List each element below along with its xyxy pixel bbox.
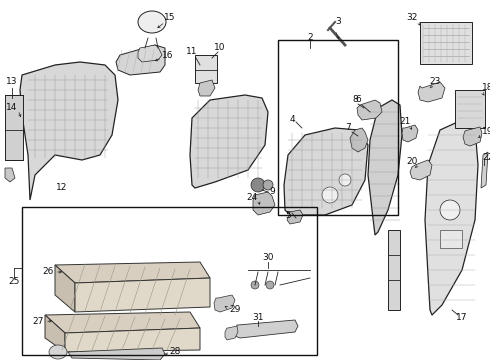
Polygon shape bbox=[425, 120, 478, 315]
Bar bbox=[22, 207, 317, 355]
Bar bbox=[455, 90, 485, 128]
Polygon shape bbox=[138, 45, 162, 62]
Text: 24: 24 bbox=[246, 194, 258, 202]
Text: 29: 29 bbox=[229, 306, 241, 315]
Text: 25: 25 bbox=[8, 278, 20, 287]
Text: 8: 8 bbox=[352, 95, 358, 104]
Text: 7: 7 bbox=[345, 123, 351, 132]
Circle shape bbox=[266, 281, 274, 289]
Text: 27: 27 bbox=[32, 318, 44, 327]
Polygon shape bbox=[357, 100, 382, 120]
Text: 11: 11 bbox=[186, 48, 198, 57]
Text: 18: 18 bbox=[482, 84, 490, 93]
Text: 26: 26 bbox=[42, 267, 54, 276]
Bar bbox=[5, 95, 23, 160]
Polygon shape bbox=[116, 45, 165, 75]
Circle shape bbox=[263, 180, 273, 190]
Polygon shape bbox=[368, 100, 402, 235]
Text: 32: 32 bbox=[406, 13, 417, 22]
Polygon shape bbox=[190, 95, 268, 188]
Bar bbox=[278, 40, 398, 215]
Polygon shape bbox=[418, 82, 445, 102]
Text: 22: 22 bbox=[482, 153, 490, 162]
Text: 2: 2 bbox=[307, 33, 313, 42]
Polygon shape bbox=[5, 168, 15, 182]
Polygon shape bbox=[253, 192, 275, 215]
Polygon shape bbox=[68, 348, 165, 360]
Bar bbox=[388, 230, 400, 310]
Text: 14: 14 bbox=[6, 104, 18, 112]
Text: 16: 16 bbox=[162, 50, 174, 59]
Bar bbox=[420, 22, 472, 64]
Bar bbox=[440, 230, 462, 248]
Polygon shape bbox=[65, 328, 200, 352]
Polygon shape bbox=[350, 128, 368, 152]
Text: 6: 6 bbox=[355, 95, 361, 104]
Polygon shape bbox=[463, 127, 482, 146]
Circle shape bbox=[322, 187, 338, 203]
Text: 19: 19 bbox=[482, 127, 490, 136]
Text: 30: 30 bbox=[262, 253, 274, 262]
Text: 15: 15 bbox=[164, 13, 176, 22]
Text: 31: 31 bbox=[252, 314, 264, 323]
Circle shape bbox=[251, 178, 265, 192]
Text: 9: 9 bbox=[269, 188, 275, 197]
Text: 17: 17 bbox=[456, 314, 468, 323]
Text: 10: 10 bbox=[214, 44, 226, 53]
Polygon shape bbox=[402, 125, 418, 142]
Polygon shape bbox=[75, 278, 210, 312]
Polygon shape bbox=[284, 128, 368, 215]
Polygon shape bbox=[55, 262, 210, 283]
Text: 20: 20 bbox=[406, 158, 417, 166]
Text: 21: 21 bbox=[399, 117, 411, 126]
Text: 23: 23 bbox=[429, 77, 441, 86]
Polygon shape bbox=[481, 152, 488, 188]
Text: 28: 28 bbox=[170, 347, 181, 356]
Text: 12: 12 bbox=[56, 184, 68, 193]
Polygon shape bbox=[214, 295, 235, 312]
Polygon shape bbox=[20, 62, 118, 200]
Circle shape bbox=[440, 200, 460, 220]
Polygon shape bbox=[410, 160, 432, 180]
Text: 13: 13 bbox=[6, 77, 18, 86]
Polygon shape bbox=[45, 315, 65, 352]
Ellipse shape bbox=[49, 345, 67, 359]
Polygon shape bbox=[235, 320, 298, 338]
Text: 4: 4 bbox=[289, 116, 295, 125]
Polygon shape bbox=[287, 210, 303, 224]
Bar bbox=[195, 55, 217, 83]
Circle shape bbox=[251, 281, 259, 289]
Ellipse shape bbox=[138, 11, 166, 33]
Text: 3: 3 bbox=[335, 18, 341, 27]
Polygon shape bbox=[225, 326, 238, 340]
Polygon shape bbox=[198, 80, 215, 96]
Polygon shape bbox=[45, 312, 200, 333]
Polygon shape bbox=[55, 265, 75, 312]
Text: 5: 5 bbox=[285, 211, 291, 220]
Circle shape bbox=[339, 174, 351, 186]
